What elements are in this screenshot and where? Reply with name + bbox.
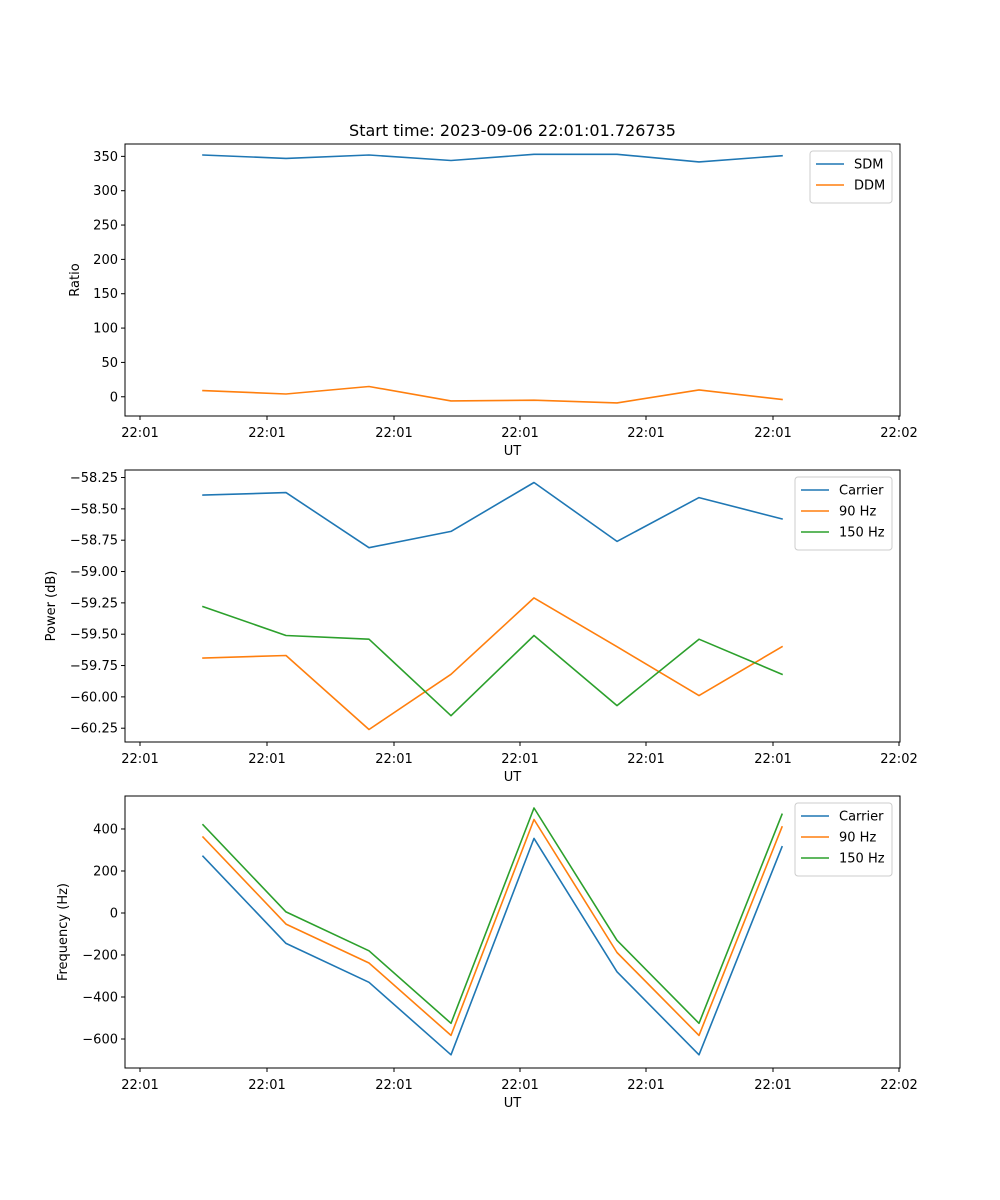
legend: Carrier 90 Hz 150 Hz <box>794 802 893 877</box>
y-tick-label: 250 <box>93 219 118 234</box>
y-tick-label: −60.25 <box>70 722 118 737</box>
legend-label: 90 Hz <box>839 505 876 520</box>
series-line-150-hz <box>201 605 784 717</box>
x-tick-label: 22:01 <box>627 1078 664 1093</box>
x-tick-label: 22:01 <box>121 752 158 767</box>
y-tick-label: −400 <box>82 991 118 1006</box>
x-tick-label: 22:02 <box>880 1078 917 1093</box>
series-line-carrier <box>201 837 784 1056</box>
y-tick-label: −58.50 <box>70 502 118 517</box>
y-tick-label: 300 <box>93 184 118 199</box>
x-tick-label: 22:01 <box>375 752 412 767</box>
y-tick-label: −59.75 <box>70 659 118 674</box>
legend-label: Carrier <box>839 810 884 825</box>
chart-panel-2: −60.25 −60.00 −59.75 −59.50 −59.25 −59.00 −58.… <box>44 469 918 785</box>
plot-frame <box>124 469 901 743</box>
legend: SDM DDM <box>809 150 893 204</box>
y-tick-label: 150 <box>93 287 118 302</box>
x-axis-label: UT <box>504 1096 522 1111</box>
legend: Carrier 90 Hz 150 Hz <box>794 476 893 551</box>
y-tick-label: 50 <box>101 356 118 371</box>
plot-frame <box>124 795 901 1069</box>
y-tick-label: −600 <box>82 1033 118 1048</box>
y-tick-label: −59.00 <box>70 565 118 580</box>
series-line-90-hz <box>202 597 784 731</box>
series-line-150-hz <box>201 807 784 1025</box>
x-tick-label: 22:01 <box>501 1078 538 1093</box>
y-tick-label: −59.25 <box>70 596 118 611</box>
x-tick-label: 22:01 <box>121 1078 158 1093</box>
y-axis-label: Ratio <box>68 263 83 296</box>
legend-label: 150 Hz <box>839 526 885 541</box>
x-tick-label: 22:01 <box>754 752 791 767</box>
chart-panel-1: Start time: 2023-09-06 22:01:01.726735 0 5… <box>68 121 918 459</box>
x-axis-label: UT <box>504 444 522 459</box>
y-tick-label: −58.25 <box>70 471 118 486</box>
x-tick-label: 22:01 <box>248 426 285 441</box>
y-tick-label: 0 <box>110 390 118 405</box>
y-tick-label: 400 <box>93 822 118 837</box>
legend-label: 90 Hz <box>839 831 876 846</box>
series-line-carrier <box>202 481 783 549</box>
y-axis-label: Frequency (Hz) <box>56 883 71 981</box>
legend-label: Carrier <box>839 484 884 499</box>
x-tick-label: 22:01 <box>248 1078 285 1093</box>
series-line-ddm <box>202 385 783 404</box>
legend-label: DDM <box>854 179 885 194</box>
chart-title: Start time: 2023-09-06 22:01:01.726735 <box>349 121 676 140</box>
x-tick-label: 22:01 <box>754 426 791 441</box>
x-tick-label: 22:01 <box>501 752 538 767</box>
chart-panel-3: −600 −400 −200 0 200 400 22:01 22:01 22:01 22:01 2… <box>56 795 918 1111</box>
x-tick-label: 22:01 <box>248 752 285 767</box>
y-tick-label: −58.75 <box>70 534 118 549</box>
series-line-90-hz <box>201 818 784 1037</box>
x-tick-label: 22:02 <box>880 752 917 767</box>
series-line-sdm <box>202 153 783 163</box>
y-tick-label: −60.00 <box>70 690 118 705</box>
x-tick-label: 22:01 <box>627 752 664 767</box>
legend-label: 150 Hz <box>839 852 885 867</box>
y-tick-label: 0 <box>110 906 118 921</box>
x-tick-label: 22:01 <box>627 426 664 441</box>
x-tick-label: 22:02 <box>880 426 917 441</box>
y-tick-label: 350 <box>93 150 118 165</box>
y-tick-label: −200 <box>82 948 118 963</box>
y-axis-label: Power (dB) <box>44 571 59 642</box>
y-tick-label: 200 <box>93 864 118 879</box>
x-tick-label: 22:01 <box>375 426 412 441</box>
plot-frame <box>124 143 901 417</box>
y-tick-label: 200 <box>93 253 118 268</box>
x-axis-label: UT <box>504 770 522 785</box>
y-tick-label: −59.50 <box>70 628 118 643</box>
legend-label: SDM <box>854 158 883 173</box>
x-tick-label: 22:01 <box>501 426 538 441</box>
x-tick-label: 22:01 <box>375 1078 412 1093</box>
x-tick-label: 22:01 <box>121 426 158 441</box>
y-tick-label: 100 <box>93 322 118 337</box>
x-tick-label: 22:01 <box>754 1078 791 1093</box>
